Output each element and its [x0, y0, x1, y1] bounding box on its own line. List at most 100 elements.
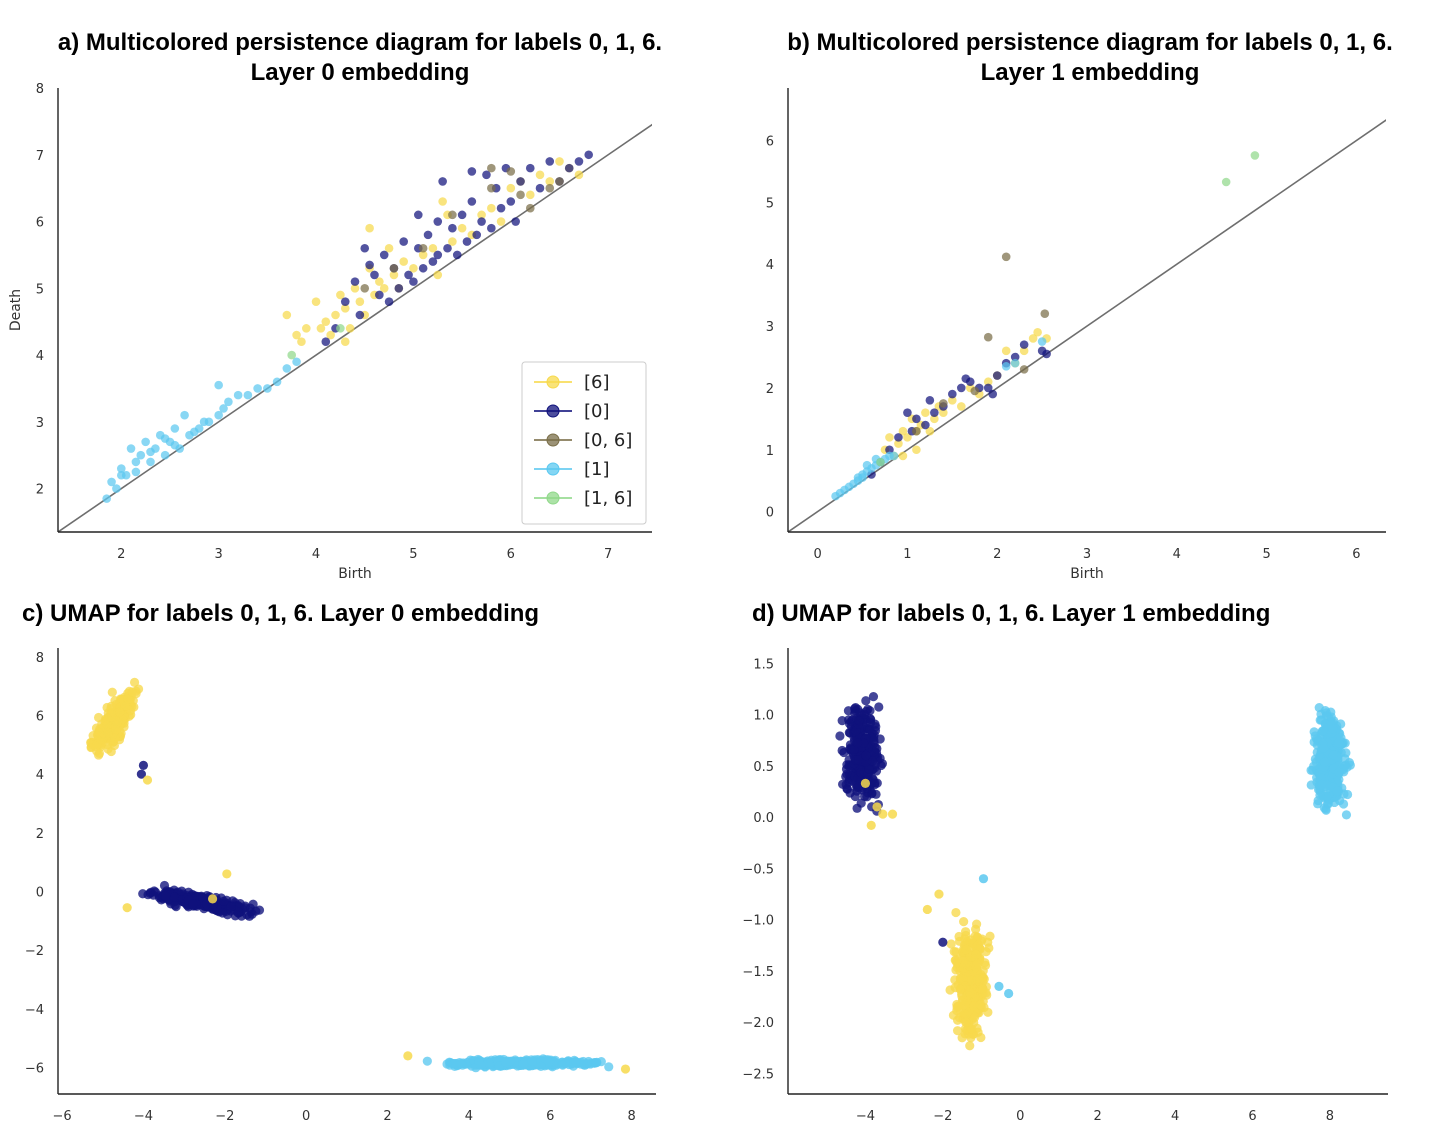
chart-c-point: [254, 905, 265, 915]
chart-d-point: [971, 949, 981, 959]
chart-c-x-tick-label: −2: [215, 1109, 234, 1124]
chart-d-point: [1341, 748, 1351, 758]
chart-a-point: [506, 167, 516, 176]
chart-b-y-tick-label: 5: [766, 196, 774, 211]
chart-a-point: [555, 177, 564, 186]
chart-a-point: [452, 250, 462, 260]
chart-c-point: [247, 909, 257, 919]
chart-d-point: [951, 947, 961, 957]
chart-a-point: [350, 284, 360, 293]
chart-c-point: [138, 889, 148, 899]
chart-c-point: [115, 707, 125, 717]
chart-d-point: [844, 719, 855, 729]
chart-b-point: [930, 414, 939, 424]
chart-d-point: [1334, 767, 1344, 778]
chart-b-point: [961, 374, 971, 383]
chart-d-umap-layer1: −4 −2 0 2 4 6 8 −2.5 −2.0 −1.5 −1.0 −0.5 0.0 0.5 1.0 1.…: [742, 648, 1388, 1124]
chart-a-point: [389, 270, 399, 280]
chart-a-point: [340, 337, 350, 347]
chart-a-point: [564, 163, 574, 173]
chart-a-point: [496, 217, 506, 226]
chart-d-point: [874, 702, 884, 712]
chart-a-point: [233, 390, 243, 400]
chart-b-x-tick-label: 5: [1262, 547, 1270, 562]
chart-c-point: [122, 903, 132, 913]
chart-b-point: [970, 386, 980, 396]
chart-a-x-tick-label: 7: [604, 547, 612, 562]
chart-a-point: [525, 203, 535, 213]
chart-d-x-tick-label: 6: [1248, 1109, 1256, 1124]
chart-b-point: [862, 460, 872, 470]
chart-a-point: [336, 290, 345, 300]
chart-c-point: [403, 1051, 413, 1061]
chart-c-point: [476, 1060, 486, 1070]
chart-b-point: [912, 426, 921, 436]
chart-a-point: [112, 484, 121, 493]
chart-a-point: [448, 223, 457, 233]
chart-d-point: [961, 930, 971, 941]
chart-d-point: [1326, 712, 1336, 722]
chart-a-y-tick-label: 4: [36, 349, 44, 364]
chart-a-point: [360, 243, 370, 253]
chart-a-legend-marker: [546, 433, 560, 447]
chart-d-point: [850, 791, 860, 802]
chart-d-point: [960, 959, 971, 969]
chart-b-x-tick-label: 3: [1083, 547, 1091, 562]
chart-a-point: [477, 210, 486, 220]
chart-c-point: [558, 1060, 568, 1070]
chart-c-point: [146, 887, 156, 897]
chart-d-point: [983, 1007, 993, 1017]
chart-a-point: [214, 380, 223, 390]
chart-a-point: [423, 230, 433, 240]
chart-d-point: [970, 1012, 980, 1022]
chart-c-point: [177, 886, 187, 896]
chart-a-point: [379, 250, 389, 260]
chart-a-point: [487, 223, 496, 233]
chart-b-x-tick-label: 4: [1173, 547, 1181, 562]
chart-a-y-tick-label: 6: [36, 216, 44, 231]
chart-c-point: [102, 720, 112, 730]
chart-b-y-tick-label: 0: [766, 506, 774, 521]
chart-c-point: [188, 899, 198, 909]
chart-a-point: [506, 183, 516, 193]
chart-d-point: [862, 792, 872, 802]
chart-d-point: [951, 907, 961, 918]
chart-b-point: [1010, 358, 1020, 368]
chart-a-x-tick-label: 2: [117, 547, 125, 562]
chart-d-point: [1342, 789, 1353, 800]
chart-c-point: [442, 1059, 452, 1069]
chart-d-point: [980, 960, 991, 970]
chart-a-y-tick-label: 3: [36, 416, 44, 431]
chart-c-umap-layer0: −6 −4 −2 0 2 4 6 8 −6 −4 −2 0 2 4 6 8: [25, 648, 656, 1124]
chart-d-x-tick-label: 8: [1326, 1109, 1334, 1124]
chart-a-legend-label: [0, 6]: [584, 430, 632, 451]
chart-c-point: [207, 894, 218, 904]
chart-b-point: [876, 457, 885, 467]
chart-a-legend-entry: [6]: [534, 372, 610, 393]
chart-b-point: [1040, 309, 1050, 319]
chart-b-point: [939, 408, 948, 417]
chart-d-point: [1323, 799, 1333, 809]
chart-a-point: [487, 203, 496, 213]
chart-a-point: [482, 170, 491, 180]
chart-b-point: [1010, 352, 1020, 362]
chart-b-point: [894, 433, 903, 442]
chart-a-point: [340, 304, 350, 313]
chart-b-point: [898, 451, 908, 461]
chart-d-point: [875, 734, 885, 744]
chart-c-plot-area: [86, 677, 631, 1074]
chart-a-point: [545, 177, 555, 186]
chart-d-point: [868, 756, 878, 766]
chart-d-point: [955, 984, 965, 994]
chart-a-legend-marker: [546, 404, 560, 418]
chart-b-point: [1019, 365, 1029, 374]
chart-a-point: [413, 210, 423, 220]
chart-d-point: [1317, 726, 1327, 736]
chart-d-point: [1319, 757, 1330, 767]
panel-b-title-line2: Layer 1 embedding: [980, 59, 1200, 86]
chart-a-point: [438, 197, 447, 206]
chart-c-point: [226, 902, 236, 912]
chart-a-legend-entry: [1]: [534, 459, 610, 480]
chart-a-point: [326, 330, 335, 340]
chart-a-point: [116, 470, 126, 480]
